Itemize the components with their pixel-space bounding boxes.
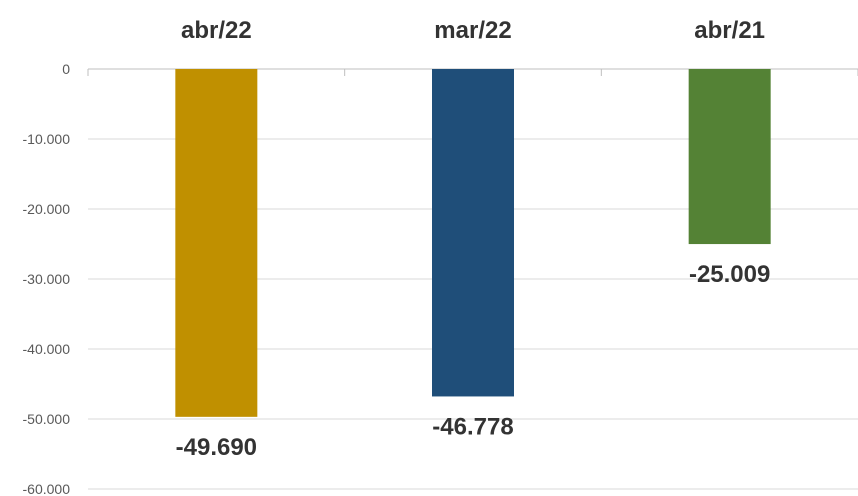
y-tick-label: 0 <box>62 61 70 77</box>
y-tick-label: -60.000 <box>23 481 71 496</box>
y-tick-label: -20.000 <box>23 201 71 217</box>
category-label: mar/22 <box>434 17 511 44</box>
y-tick-label: -10.000 <box>23 131 71 147</box>
data-label: -49.690 <box>176 434 257 461</box>
y-tick-label: -30.000 <box>23 271 71 287</box>
data-labels: -49.690 -46.778 -25.009 <box>176 261 771 461</box>
y-tick-label: -50.000 <box>23 411 71 427</box>
data-label: -25.009 <box>689 261 770 288</box>
y-axis-ticks: 0 -10.000 -20.000 -30.000 -40.000 -50.000 -60.… <box>23 61 71 496</box>
category-labels: abr/22 mar/22 abr/21 <box>181 17 765 44</box>
bar-abr/21 <box>688 69 771 245</box>
bars <box>175 69 771 417</box>
category-label: abr/22 <box>181 17 252 44</box>
data-label: -46.778 <box>432 413 513 440</box>
bar-mar/22 <box>432 69 514 397</box>
category-label: abr/21 <box>694 17 765 44</box>
bar-abr/22 <box>175 69 258 417</box>
y-tick-label: -40.000 <box>23 341 71 357</box>
